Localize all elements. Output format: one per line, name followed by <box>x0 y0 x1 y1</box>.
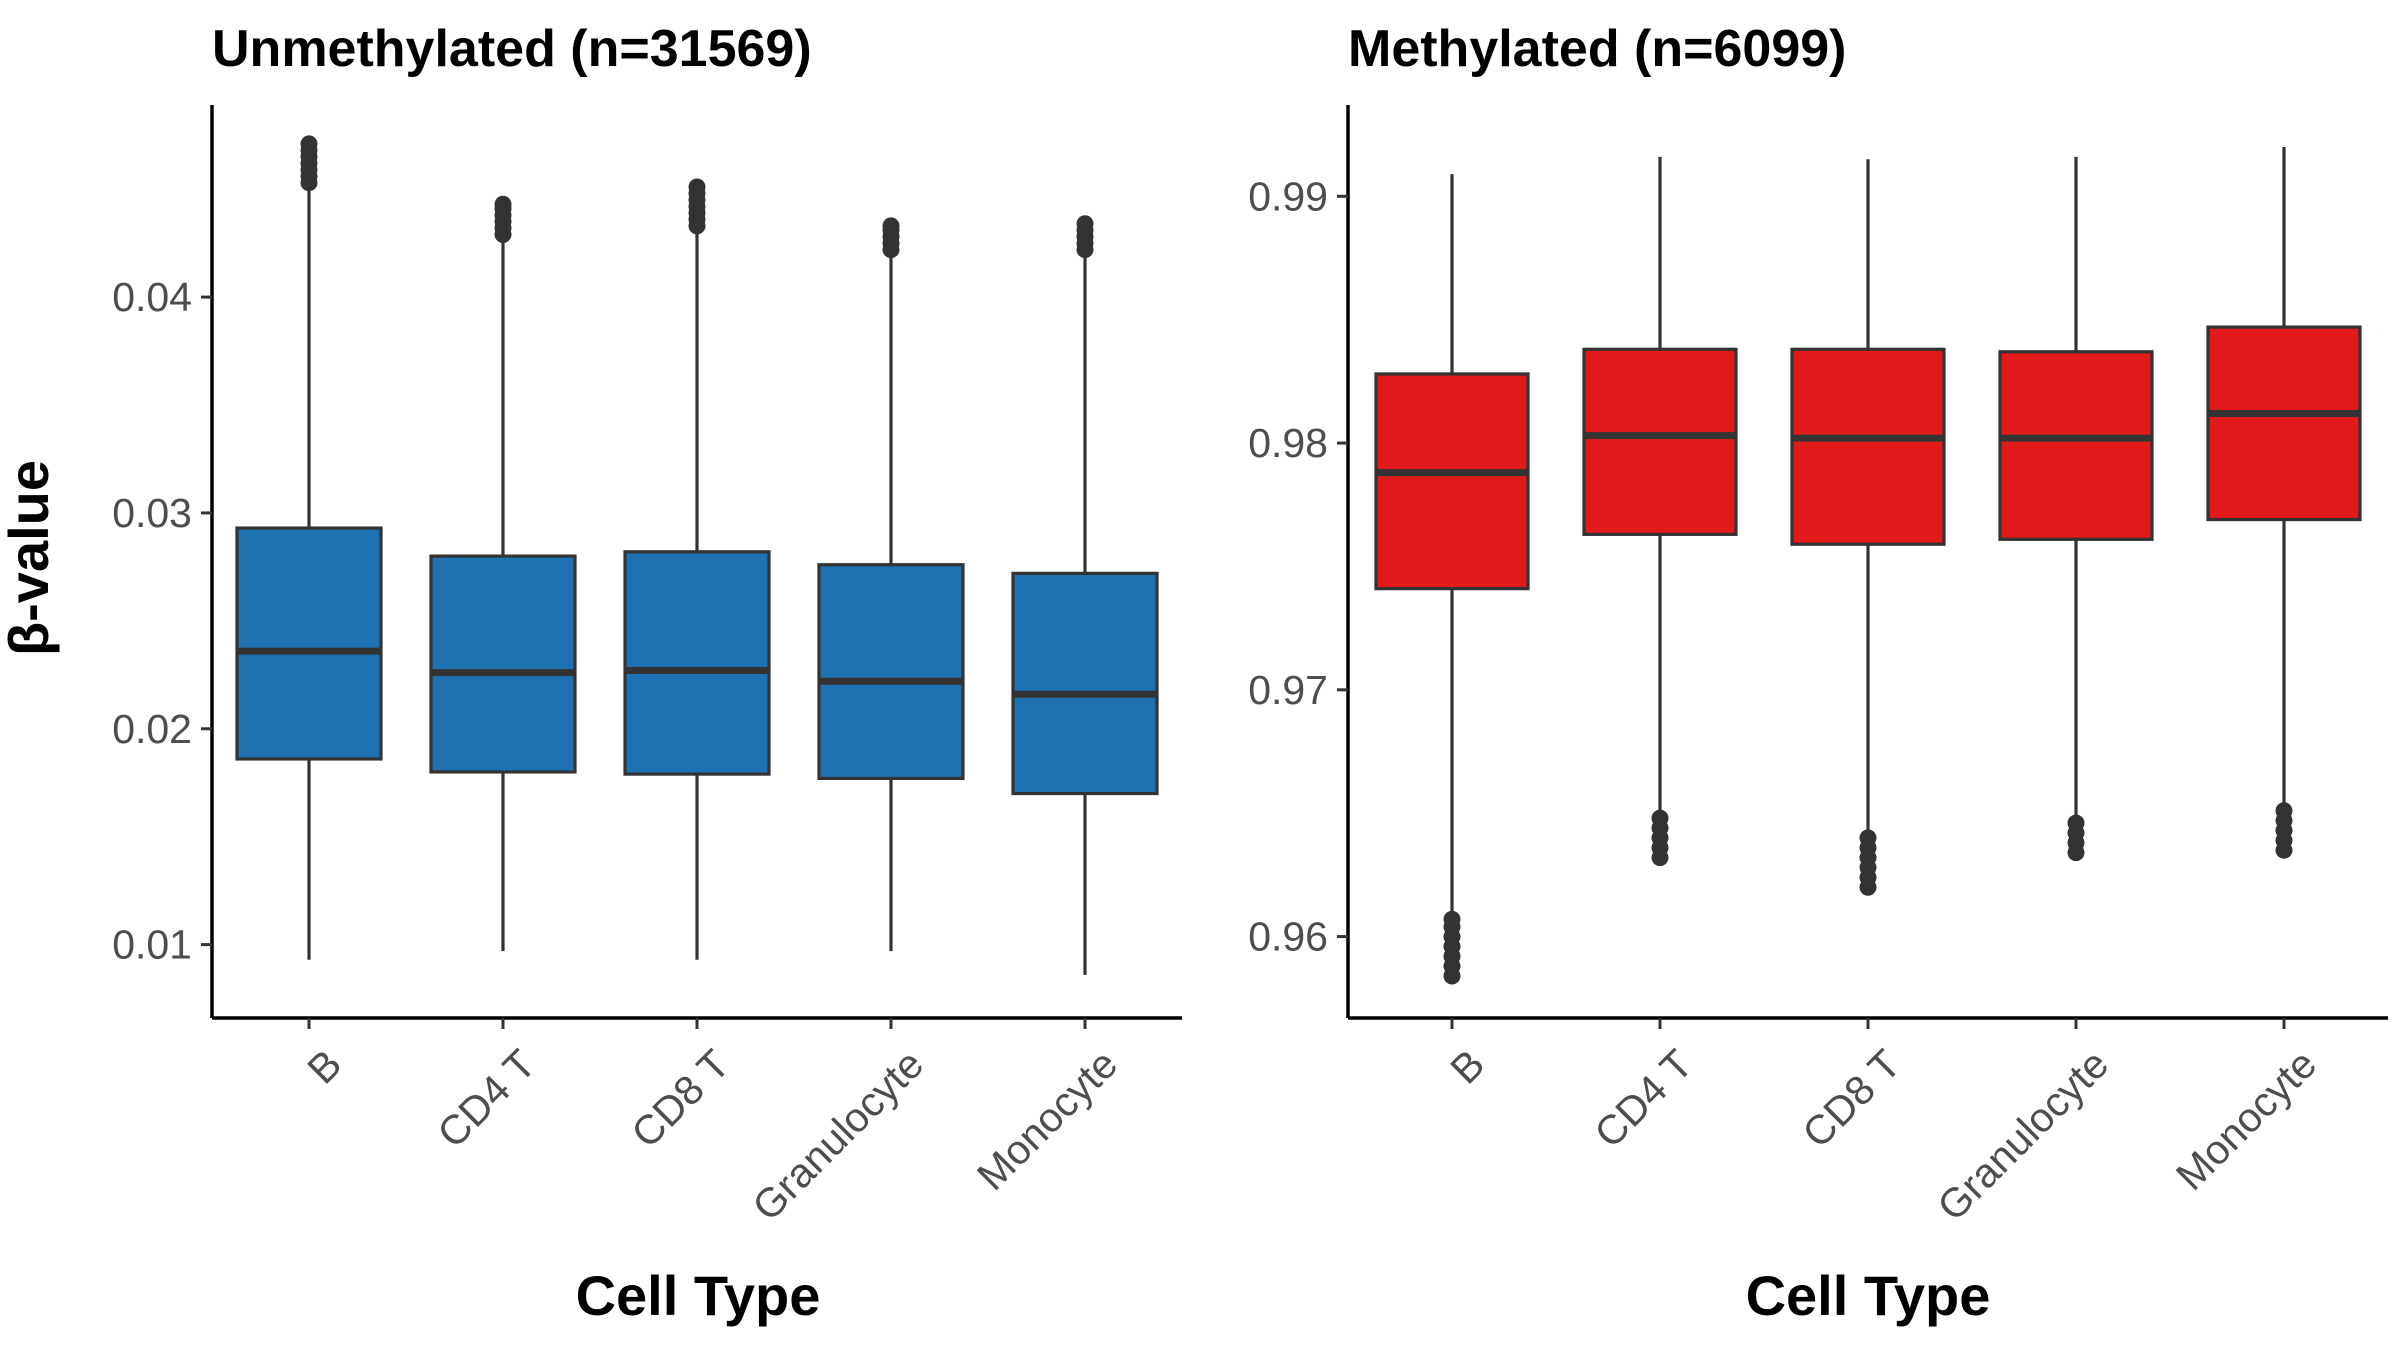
box-cd4-t <box>1582 156 1738 867</box>
y-tick-label: 0.01 <box>112 922 192 968</box>
outlier-point <box>688 178 706 196</box>
box-body <box>1998 350 2154 541</box>
box-cd8-t <box>623 178 771 960</box>
x-tick-label-granulocyte: Granulocyte <box>743 1041 932 1230</box>
box-body <box>429 554 577 774</box>
box-body <box>1790 347 1946 546</box>
outlier-point <box>1859 829 1877 847</box>
outlier-point <box>2275 802 2293 820</box>
panel-unmethylated: Unmethylated (n=31569) β-value Cell Type… <box>0 20 1182 1327</box>
box-body <box>1582 347 1738 536</box>
plot-area-methylated: 0.96 0.97 0.98 0.99 B CD4 T CD8 T Granulocyte Mo… <box>1248 105 2388 1230</box>
x-tick-label-b: B <box>298 1041 350 1093</box>
y-axis-title: β-value <box>0 460 60 656</box>
panel-title-unmethylated: Unmethylated (n=31569) <box>212 20 812 78</box>
panel-methylated: Methylated (n=6099) Cell Type 0.960.970.… <box>1248 20 2388 1327</box>
x-axis-title-methylated: Cell Type <box>1746 1264 1991 1327</box>
outlier-point <box>1076 215 1094 233</box>
box-granulocyte <box>817 217 965 952</box>
box-monocyte <box>2206 146 2362 859</box>
box-cd8-t <box>1790 159 1946 896</box>
x-tick-label-cd8-t: CD8 T <box>1794 1041 1910 1157</box>
outlier-point <box>1443 910 1461 928</box>
x-axis-title-unmethylated: Cell Type <box>576 1264 821 1327</box>
x-tick-label-granulocyte: Granulocyte <box>1928 1041 2117 1230</box>
box-body <box>235 526 383 761</box>
plot-area-unmethylated: 0.01 0.02 0.03 0.04 B CD4 T CD8 T Granulocyte Mo… <box>112 105 1182 1230</box>
y-tick-label: 0.04 <box>112 274 192 320</box>
y-tick-label: 0.96 <box>1248 914 1328 960</box>
y-tick-label: 0.02 <box>112 706 192 752</box>
x-tick-label-monocyte: Monocyte <box>968 1041 1126 1199</box>
box-b <box>1374 174 1530 985</box>
box-body <box>817 563 965 781</box>
x-tick-label-cd4-t: CD4 T <box>429 1041 545 1157</box>
y-tick-label: 0.03 <box>112 490 192 536</box>
y-tick-label: 0.98 <box>1248 420 1328 466</box>
box-body <box>1374 372 1530 591</box>
box-body <box>2206 325 2362 522</box>
outlier-point <box>1651 809 1669 827</box>
box-cd4-t <box>429 195 577 952</box>
box-body <box>1011 571 1159 796</box>
x-tick-label-b: B <box>1441 1041 1493 1093</box>
outlier-point <box>300 135 318 153</box>
x-tick-label-monocyte: Monocyte <box>2167 1041 2325 1199</box>
outlier-point <box>494 195 512 213</box>
box-b <box>235 135 383 960</box>
y-tick-label: 0.99 <box>1248 173 1328 219</box>
x-tick-label-cd8-t: CD8 T <box>623 1041 739 1157</box>
box-granulocyte <box>1998 156 2154 862</box>
box-monocyte <box>1011 215 1159 975</box>
x-tick-label-cd4-t: CD4 T <box>1586 1041 1702 1157</box>
outlier-point <box>2067 814 2085 832</box>
panel-title-methylated: Methylated (n=6099) <box>1348 20 1847 78</box>
y-tick-label: 0.97 <box>1248 667 1328 713</box>
box-body <box>623 550 771 776</box>
outlier-point <box>882 217 900 235</box>
